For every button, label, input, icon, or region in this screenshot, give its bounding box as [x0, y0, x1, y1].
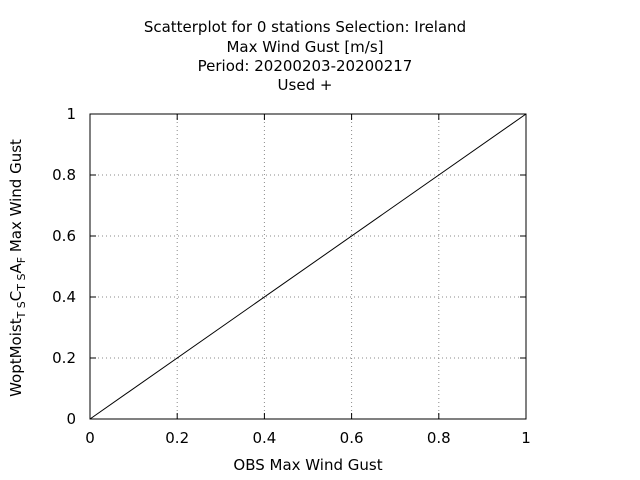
plot-frame — [89, 113, 527, 420]
y-tick-label: 1 — [66, 105, 76, 123]
y-label-part-3: A — [7, 263, 25, 274]
y-tick-label: 0.8 — [52, 166, 76, 184]
x-tick-label: 1 — [521, 429, 531, 447]
y-label-sub-1: T S — [15, 301, 28, 319]
grid-lines — [90, 114, 526, 419]
y-tick-label: 0.4 — [52, 288, 76, 306]
chart-title-line-3: Period: 20200203-20200217 — [197, 57, 413, 75]
x-tick-label: 0.6 — [340, 429, 364, 447]
chart-title-line-1: Scatterplot for 0 stations Selection: Ir… — [143, 18, 467, 36]
series-layer — [89, 113, 527, 420]
chart-title-line-2: Max Wind Gust [m/s] — [226, 38, 384, 56]
diagonal-reference-line — [89, 113, 527, 420]
x-tick-label: 0.8 — [427, 429, 451, 447]
y-label-part-2: C — [7, 290, 25, 302]
x-axis-label: OBS Max Wind Gust — [233, 456, 383, 474]
x-tick-label: 0.4 — [252, 429, 276, 447]
y-label-sub-2: T S — [15, 273, 28, 291]
x-tick-label: 0.2 — [165, 429, 189, 447]
y-tick-label: 0.2 — [52, 349, 76, 367]
y-label-part-1: WoptMoist — [7, 318, 25, 397]
chart-title-line-4: Used + — [277, 76, 333, 94]
y-axis-label: WoptMoistT SCT SAF Max Wind Gust — [7, 139, 28, 397]
x-tick-label: 0 — [85, 429, 95, 447]
tick-labels: 0 0.2 0.4 0.6 0.8 1 0 0.2 0.4 0.6 0.8 1 — [52, 105, 531, 447]
y-tick-label: 0 — [66, 410, 76, 428]
y-tick-label: 0.6 — [52, 227, 76, 245]
y-label-sub-3: F — [15, 256, 28, 264]
y-label-part-4: Max Wind Gust — [7, 139, 25, 257]
